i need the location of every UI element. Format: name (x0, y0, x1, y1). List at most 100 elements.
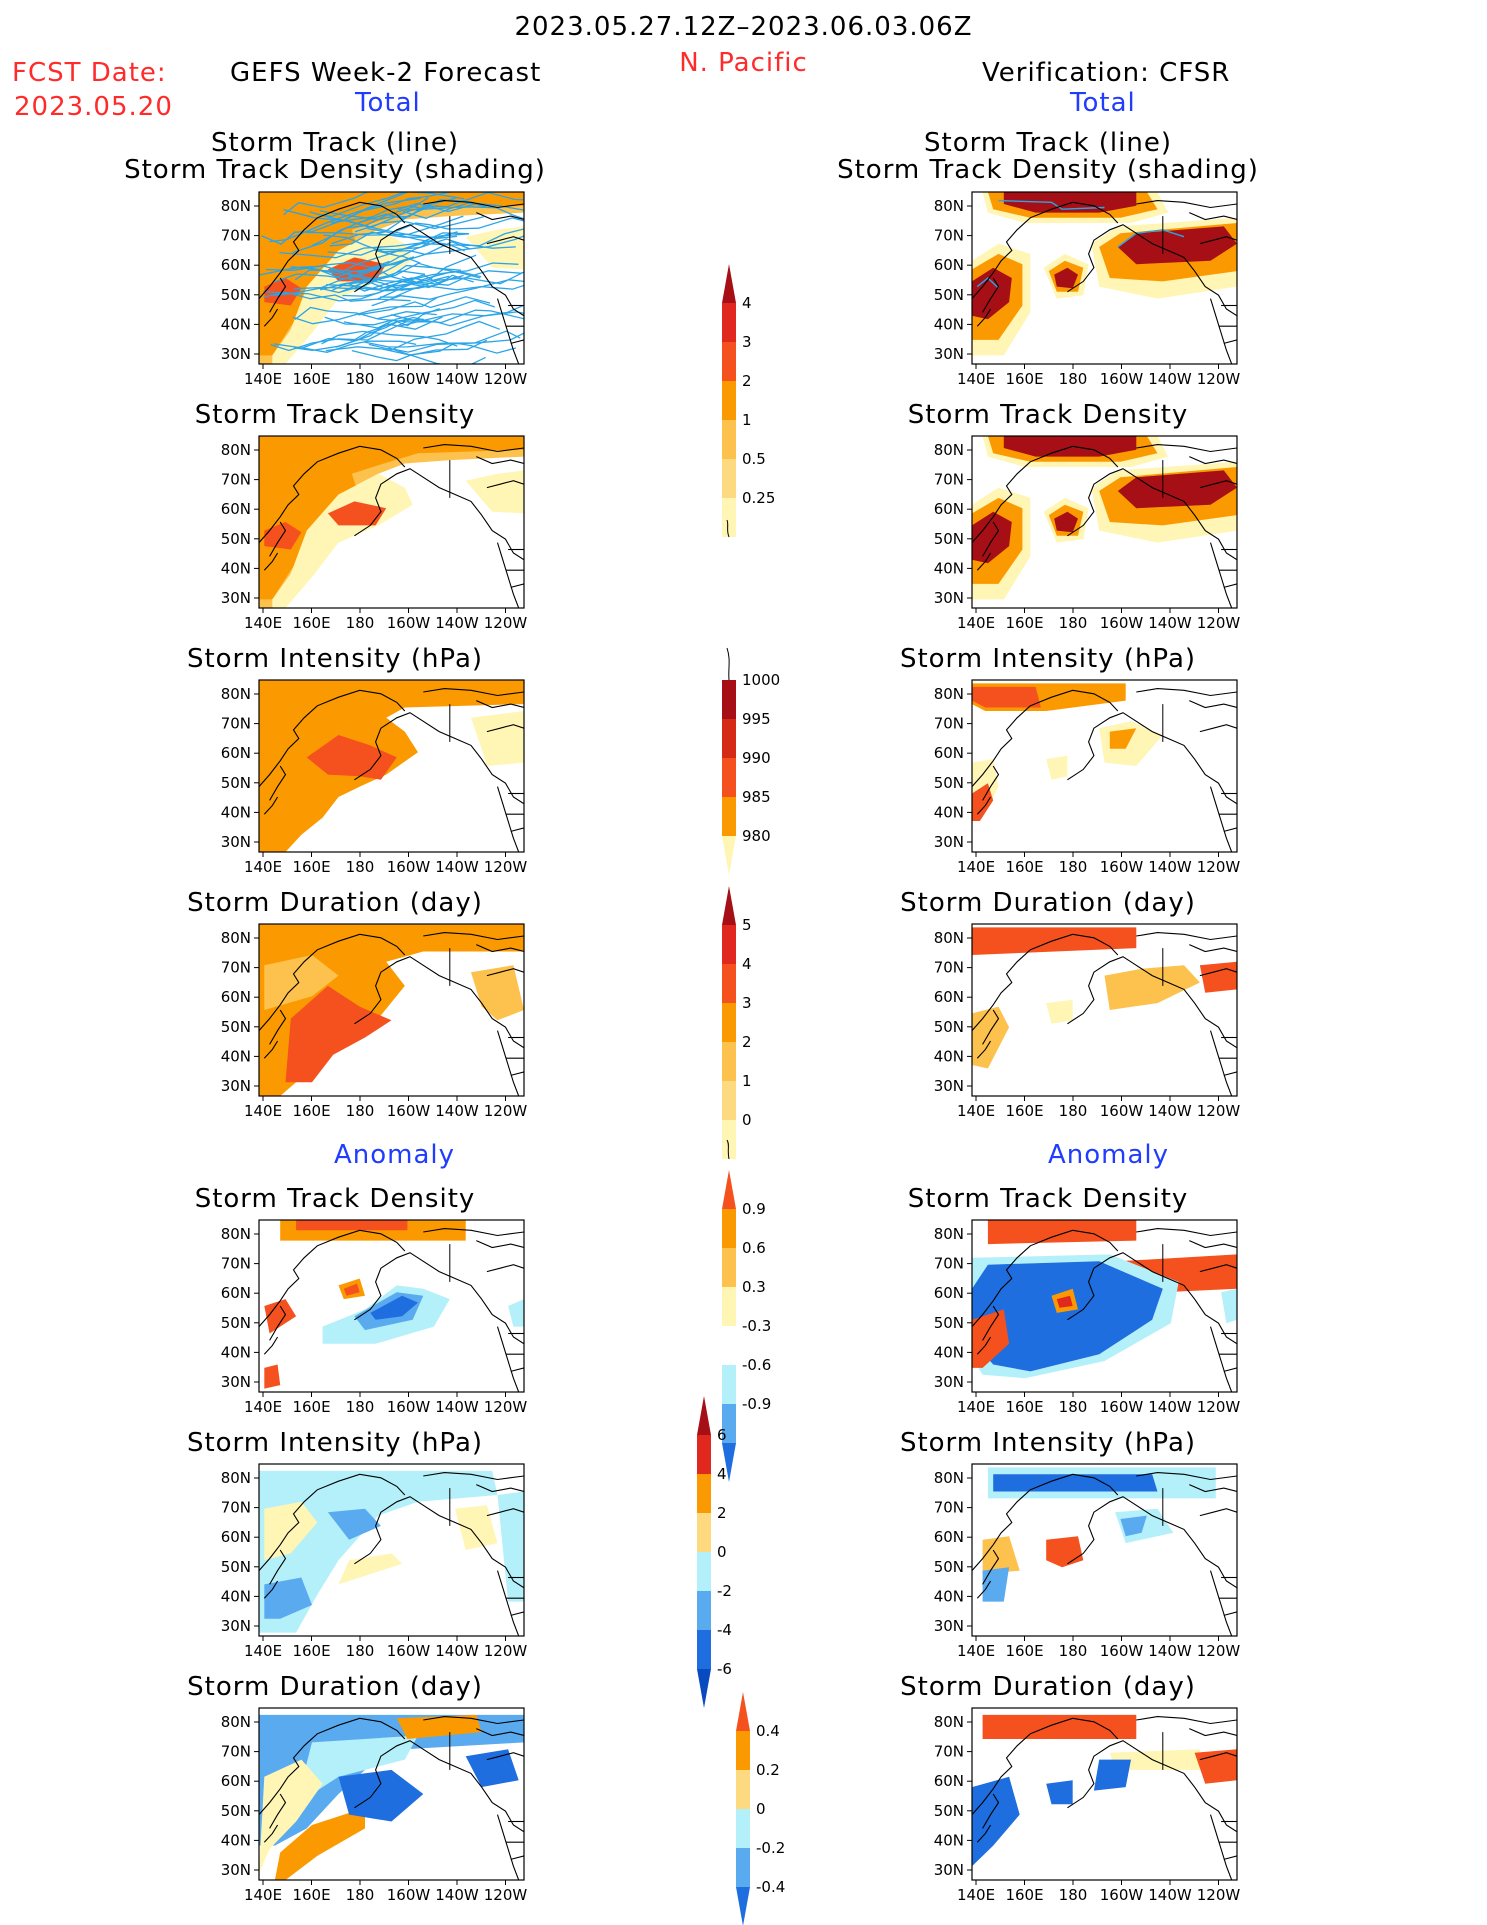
storm-track-line (292, 296, 438, 325)
coastline (269, 765, 287, 801)
lon-tick-label: 180 (346, 858, 375, 876)
colorbar-segment (722, 1042, 736, 1081)
colorbar-triangle (722, 264, 736, 303)
coastline (1223, 583, 1237, 588)
coastline (1209, 1570, 1233, 1636)
storm-track-line (976, 277, 999, 289)
shaded-region (296, 1735, 418, 1805)
lat-tick-label: 80N (934, 929, 964, 947)
shaded-region (343, 1283, 360, 1296)
lat-tick-label: 30N (221, 589, 251, 607)
shaded-region (972, 686, 1041, 708)
lat-tick-label: 40N (934, 1047, 964, 1065)
storm-track-line (402, 206, 524, 220)
map-panel-an-density-verification: 80N 70N 60N 50N 40N 30N 140E 160E 180 160W 140W 120… (912, 1216, 1247, 1418)
map-frame (971, 679, 1238, 853)
lat-tick-label: 60N (934, 988, 964, 1006)
lon-tick-label: 120W (484, 858, 528, 876)
lon-tick-label: 160W (1100, 370, 1144, 388)
storm-track-line (327, 233, 470, 256)
colorbar-colorbar-anom-duration: 0.4 0.2 0 -0.2 -0.4 (736, 1692, 785, 1925)
coastline (423, 1472, 524, 1481)
lat-tick-label: 30N (934, 1861, 964, 1879)
lon-tick-label: 120W (484, 614, 528, 632)
shaded-region (1120, 1515, 1147, 1537)
lon-tick-label: 160W (1100, 858, 1144, 876)
lon-tick-label: 140W (435, 370, 479, 388)
panel-subtitle-st-line-right: Storm Track Density (shading) (837, 155, 1259, 185)
coastline (1189, 1484, 1237, 1493)
lon-tick-label: 140W (435, 1102, 479, 1120)
lon-tick-label: 120W (484, 370, 528, 388)
lat-tick-label: 80N (221, 1469, 251, 1487)
lon-tick-label: 140W (1148, 614, 1192, 632)
coastline (1209, 298, 1233, 364)
lon-tick-label: 180 (1059, 858, 1088, 876)
shaded-region (1003, 436, 1137, 457)
lon-tick-label: 160E (292, 1102, 330, 1120)
lat-tick-label: 60N (934, 256, 964, 274)
panel-title-st-duration-left: Storm Duration (day) (187, 888, 483, 918)
fcst-date-label: FCST Date: (12, 58, 167, 88)
map-frame (258, 1219, 525, 1393)
coastline (423, 1228, 524, 1237)
panel-title-st-duration-right: Storm Duration (day) (900, 888, 1196, 918)
shaded-region (264, 522, 302, 550)
coastline (510, 827, 524, 832)
lon-tick-label: 160W (1100, 1886, 1144, 1904)
storm-track-line (294, 316, 443, 352)
storm-track-line (321, 330, 458, 347)
coastline (476, 1240, 524, 1249)
lon-tick-label: 160E (1005, 1886, 1043, 1904)
lat-tick-label: 70N (221, 1743, 251, 1761)
shaded-region (259, 1759, 323, 1874)
lon-tick-label: 160E (292, 1398, 330, 1416)
shaded-region (264, 1501, 318, 1561)
coastline (1067, 1496, 1237, 1589)
lat-tick-label: 50N (934, 530, 964, 548)
lat-tick-label: 70N (934, 959, 964, 977)
lon-tick-label: 120W (1197, 1398, 1241, 1416)
lat-tick-label: 70N (934, 1743, 964, 1761)
colorbar-tick-label: 2 (742, 1033, 752, 1051)
lat-tick-label: 40N (221, 1047, 251, 1065)
coastline (1199, 480, 1237, 489)
shaded-region (259, 1470, 498, 1633)
coastline (1209, 786, 1233, 852)
panel-title-an-density-left: Storm Track Density (194, 1184, 476, 1214)
coastline (1067, 468, 1237, 561)
lat-tick-label: 40N (934, 803, 964, 821)
colorbar-tick-label: 0.2 (756, 1761, 780, 1779)
colorbar-segment (722, 719, 736, 758)
map-panel-an-density-forecast: 80N 70N 60N 50N 40N 30N 140E 160E 180 160W 140W 120… (199, 1216, 534, 1418)
colorbar-tick-label: 0.4 (756, 1722, 780, 1740)
coastline (263, 1824, 279, 1843)
storm-track-line (319, 197, 456, 221)
coastline (476, 944, 524, 953)
coastline (354, 224, 524, 317)
colorbar-segment (722, 498, 736, 537)
coastline (269, 521, 287, 557)
map-panel-an-intensity-verification: 80N 70N 60N 50N 40N 30N 140E 160E 180 160W 140W 120… (912, 1460, 1247, 1662)
coastline (1199, 724, 1237, 733)
lon-tick-label: 140E (244, 858, 282, 876)
shaded-region (972, 511, 1012, 564)
colorbar-colorbar-anom-density: 0.9 0.6 0.3 -0.3 -0.6 -0.9 (722, 1170, 771, 1482)
storm-track-line (1117, 229, 1185, 248)
shaded-region (1093, 1759, 1131, 1791)
map-panel-an-duration-forecast: 80N 70N 60N 50N 40N 30N 140E 160E 180 160W 140W 120… (199, 1704, 534, 1906)
coastline (259, 689, 406, 787)
coastline (1209, 1326, 1233, 1392)
storm-track-line (309, 211, 458, 239)
colorbar-tick-label: 0.9 (742, 1200, 766, 1218)
coastline (259, 1229, 406, 1327)
coastline (423, 688, 524, 697)
total-label-left: Total (355, 88, 421, 118)
shaded-region (465, 1749, 519, 1788)
lon-tick-label: 160E (1005, 1398, 1043, 1416)
panel-title-st-intensity-right: Storm Intensity (hPa) (899, 644, 1197, 674)
anomaly-label-left: Anomaly (334, 1140, 456, 1170)
colorbar-segment (722, 303, 736, 342)
colorbar-tick-label: 4 (742, 955, 752, 973)
coastline (1189, 1240, 1237, 1249)
